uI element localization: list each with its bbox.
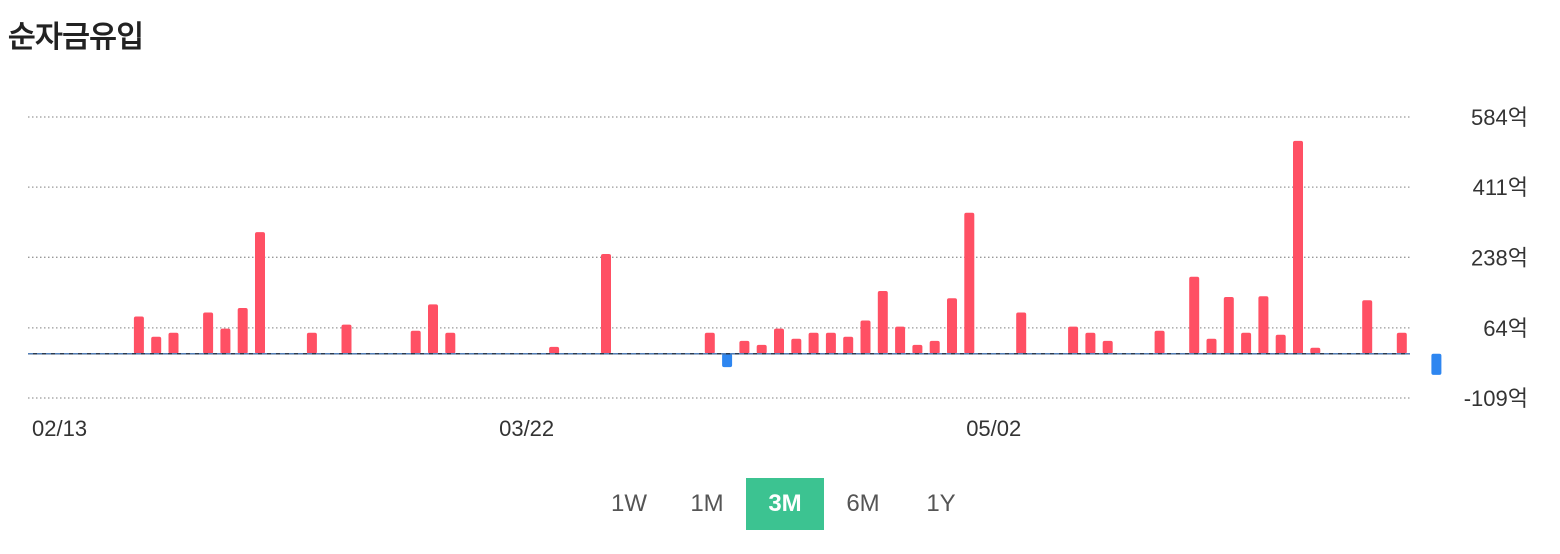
bar-positive bbox=[151, 336, 162, 354]
bar-positive bbox=[220, 328, 231, 354]
bar-positive bbox=[549, 346, 560, 354]
bar-positive bbox=[1396, 332, 1407, 354]
bar-positive bbox=[1102, 340, 1113, 354]
range-1w-button[interactable]: 1W bbox=[611, 490, 647, 517]
bar-positive bbox=[964, 212, 975, 354]
y-tick-label: 411억 bbox=[1473, 175, 1528, 200]
bar-positive bbox=[306, 332, 317, 354]
grid-lines bbox=[28, 116, 1410, 399]
x-tick-label: 05/02 bbox=[966, 416, 1021, 441]
bar-positive bbox=[808, 332, 819, 354]
bar-positive bbox=[237, 307, 248, 354]
bar-positive bbox=[704, 332, 715, 354]
bar-positive bbox=[1362, 300, 1373, 354]
bar-positive bbox=[410, 330, 421, 354]
bar-positive bbox=[912, 344, 923, 354]
x-tick-label: 03/22 bbox=[499, 416, 554, 441]
bar-positive bbox=[1016, 312, 1027, 354]
x-axis-labels: 02/13 03/22 05/02 bbox=[32, 416, 1021, 441]
bar-positive bbox=[929, 340, 940, 354]
bar-positive bbox=[739, 340, 750, 354]
bar-positive bbox=[1293, 140, 1303, 354]
bar-positive bbox=[1206, 338, 1217, 354]
bar-negative bbox=[1431, 353, 1442, 375]
bar-positive bbox=[255, 232, 265, 354]
net-inflow-chart: 584억 411억 238억 64억 -109억 02/13 03/22 05/02 bbox=[28, 105, 1528, 441]
bar-positive bbox=[825, 332, 836, 354]
bar-positive bbox=[1241, 332, 1252, 354]
bar-positive bbox=[1085, 332, 1096, 354]
bar-positive bbox=[601, 254, 611, 354]
bar-positive bbox=[895, 326, 906, 354]
range-selector: 1W 1M 3M 6M 1Y bbox=[590, 478, 980, 530]
bar-positive bbox=[774, 328, 784, 354]
bar-positive bbox=[860, 320, 871, 354]
bar-positive bbox=[791, 338, 802, 354]
bar-positive bbox=[1223, 297, 1234, 354]
bars bbox=[133, 140, 1442, 375]
bar-positive bbox=[203, 312, 214, 354]
range-3m-button[interactable]: 3M bbox=[746, 478, 824, 530]
bar-positive bbox=[756, 344, 767, 354]
bar-positive bbox=[1258, 296, 1269, 354]
range-1y-button[interactable]: 1Y bbox=[926, 490, 956, 517]
y-tick-label: 238억 bbox=[1471, 245, 1528, 270]
bar-positive bbox=[341, 324, 352, 354]
bar-positive bbox=[1068, 326, 1079, 354]
chart-title: 순자금유입 bbox=[8, 21, 144, 54]
bar-positive bbox=[445, 332, 456, 354]
bar-positive bbox=[428, 304, 438, 354]
bar-positive bbox=[1154, 330, 1165, 354]
bar-positive bbox=[1189, 276, 1200, 354]
y-tick-label: 584억 bbox=[1471, 105, 1528, 130]
bar-negative bbox=[722, 353, 733, 368]
y-tick-label: 64억 bbox=[1483, 316, 1528, 341]
bar-positive bbox=[843, 336, 854, 354]
range-6m-button[interactable]: 6M bbox=[846, 490, 880, 517]
bar-positive bbox=[133, 316, 144, 354]
bar-positive bbox=[168, 332, 179, 354]
bar-positive bbox=[877, 290, 888, 354]
range-1m-button[interactable]: 1M bbox=[690, 490, 724, 517]
bar-positive bbox=[1275, 334, 1286, 354]
x-tick-label: 02/13 bbox=[32, 416, 87, 441]
bar-positive bbox=[1310, 347, 1321, 354]
y-tick-label: -109억 bbox=[1464, 386, 1528, 411]
bar-positive bbox=[947, 298, 957, 354]
y-axis-labels: 584억 411억 238억 64억 -109억 bbox=[1464, 105, 1528, 411]
